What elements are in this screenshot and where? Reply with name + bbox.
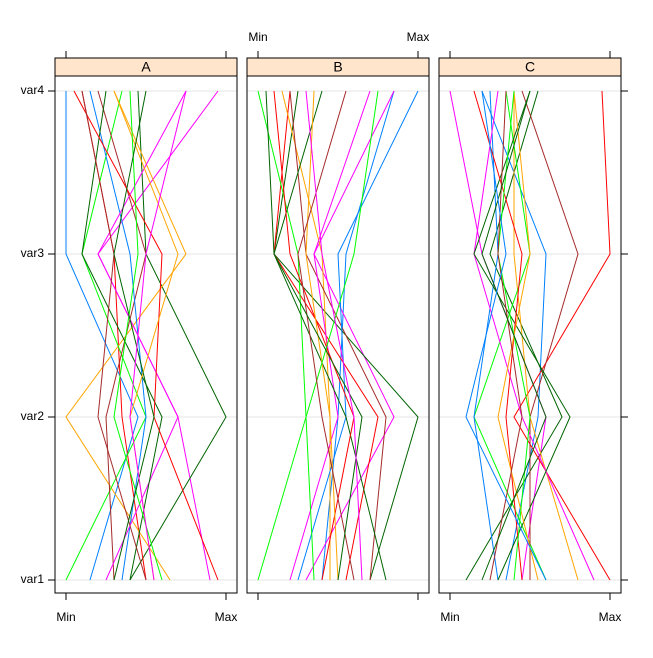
x-tick-label: Max	[215, 610, 238, 624]
strip-label: B	[333, 59, 342, 75]
data-line	[305, 90, 363, 581]
data-line	[73, 90, 219, 581]
y-tick-label: var2	[21, 409, 45, 423]
data-line	[305, 90, 379, 581]
data-line	[297, 90, 355, 581]
data-line	[481, 90, 547, 581]
data-line	[257, 90, 307, 581]
data-line	[265, 90, 363, 581]
data-line	[473, 90, 571, 581]
y-tick-label: var1	[21, 572, 45, 586]
data-line	[297, 90, 419, 581]
strip	[54, 57, 238, 77]
data-line	[65, 90, 147, 581]
y-tick-label: var3	[21, 246, 45, 260]
data-line	[513, 90, 611, 581]
x-tick-label: Max	[407, 30, 430, 44]
data-line	[281, 90, 331, 580]
y-tick-label: var4	[21, 83, 45, 97]
data-line	[113, 90, 163, 581]
panel-frame	[54, 75, 238, 594]
data-line	[521, 90, 579, 580]
data-line	[513, 91, 579, 581]
strip	[438, 57, 622, 77]
strip-label: A	[141, 59, 151, 75]
data-line	[473, 90, 547, 581]
strip	[246, 57, 430, 77]
data-line	[473, 90, 595, 581]
data-line	[65, 91, 139, 581]
x-tick-label: Min	[56, 610, 75, 624]
strip-label: C	[525, 59, 535, 75]
data-line	[129, 90, 187, 581]
data-line	[465, 90, 547, 581]
x-tick-label: Min	[248, 30, 267, 44]
data-line	[289, 90, 371, 581]
x-tick-label: Min	[440, 610, 459, 624]
data-line	[113, 90, 155, 581]
data-line	[81, 90, 147, 581]
data-line	[81, 90, 163, 581]
x-tick-label: Max	[599, 610, 622, 624]
